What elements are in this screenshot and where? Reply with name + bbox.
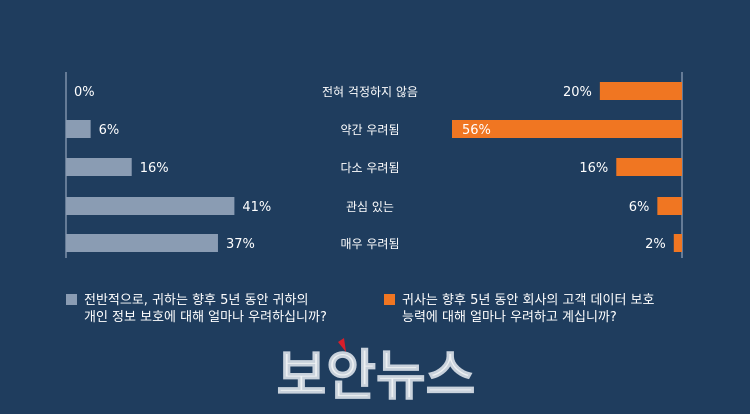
legend-right-line-1: 귀사는 향후 5년 동안 회사의 고객 데이터 보호 — [402, 293, 655, 308]
value-label-right-4: 2% — [645, 237, 666, 252]
legend-right-line-2: 능력에 대해 얼마나 우려하고 계십니까? — [402, 310, 617, 325]
value-label-left-3: 41% — [242, 200, 271, 215]
category-label-3: 관심 있는 — [346, 200, 394, 214]
category-label-4: 매우 우려됨 — [340, 237, 399, 251]
value-label-left-4: 37% — [226, 237, 255, 252]
legend-right-series: 귀사는 향후 5년 동안 회사의 고객 데이터 보호 능력에 대해 얼마나 우려… — [384, 292, 704, 326]
bar-right-1 — [452, 120, 682, 138]
series-right-bars — [452, 82, 682, 252]
legend-swatch-right — [384, 294, 395, 305]
bar-right-2 — [616, 158, 682, 176]
svg-text:보안뉴스: 보안뉴스 — [277, 344, 476, 407]
value-label-right-1: 56% — [462, 123, 491, 138]
value-label-left-2: 16% — [140, 161, 169, 176]
bar-right-3 — [657, 197, 682, 215]
value-labels: 0% 20% 6% 56% 16% 16% 41% 6% 37% 2% — [74, 85, 666, 252]
bar-left-1 — [66, 120, 91, 138]
series-left-bars — [66, 120, 235, 252]
bar-left-3 — [66, 197, 235, 215]
value-label-left-0: 0% — [74, 85, 95, 100]
bar-left-2 — [66, 158, 132, 176]
value-label-right-2: 16% — [579, 161, 608, 176]
category-label-1: 약간 우려됨 — [340, 122, 399, 137]
category-label-0: 전혀 걱정하지 않음 — [322, 85, 418, 99]
value-label-left-1: 6% — [99, 123, 120, 138]
bar-left-4 — [66, 234, 218, 252]
boannews-watermark-logo: 보안뉴스 — [276, 338, 476, 408]
value-label-right-3: 6% — [629, 200, 650, 215]
legend-left-series: 전반적으로, 귀하는 향후 5년 동안 귀하의 개인 정보 보호에 대해 얼마나… — [66, 292, 366, 326]
legend-swatch-left — [66, 294, 77, 305]
category-label-2: 다소 우려됨 — [340, 161, 399, 175]
legend-left-line-1: 전반적으로, 귀하는 향후 5년 동안 귀하의 — [84, 293, 309, 308]
value-label-right-0: 20% — [563, 85, 592, 100]
bar-right-4 — [673, 234, 682, 252]
legend-left-line-2: 개인 정보 보호에 대해 얼마나 우려하십니까? — [84, 310, 327, 325]
bar-right-0 — [599, 82, 682, 100]
